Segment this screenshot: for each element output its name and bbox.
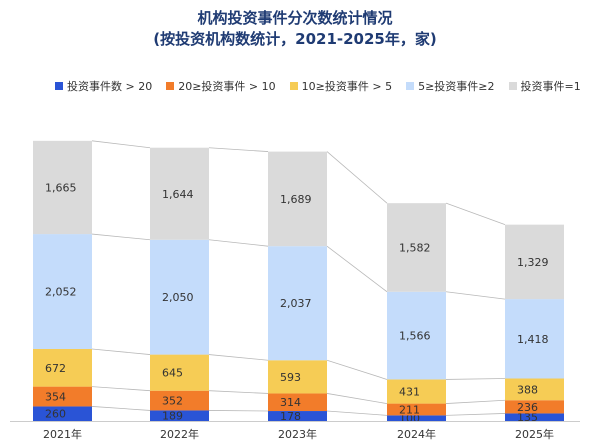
legend-item: 20≥投资事件 > 10: [166, 77, 276, 95]
connector-line: [208, 147, 269, 152]
bar-segment: [33, 386, 92, 407]
connector-line: [91, 348, 151, 355]
x-tick-label: 2021年: [43, 427, 82, 440]
connector-line: [326, 359, 388, 380]
legend-swatch: [508, 82, 517, 90]
data-label: 236: [517, 401, 538, 414]
data-label: 1,665: [45, 181, 77, 194]
data-label: 1,418: [517, 333, 549, 346]
bar-segment: [150, 390, 209, 411]
legend-label: 20≥投资事件 > 10: [178, 80, 276, 93]
chart-legend: 投资事件数 > 20 20≥投资事件 > 10 10≥投资事件 > 5 5≥投资事件≥…: [55, 77, 581, 95]
bar-segment: [387, 415, 446, 421]
bar-segment: [505, 378, 564, 401]
data-label: 178: [280, 410, 301, 423]
legend-swatch: [55, 82, 63, 90]
data-label: 2,050: [162, 291, 194, 304]
bar-segment: [505, 299, 564, 379]
connector-line: [445, 378, 506, 380]
data-label: 388: [517, 383, 538, 396]
legend-swatch: [289, 82, 298, 90]
bar-segment: [268, 393, 327, 412]
bar-segment: [387, 291, 446, 380]
legend-swatch: [406, 82, 415, 90]
connector-line: [91, 386, 151, 392]
legend-label: 投资事件数 > 20: [67, 80, 153, 93]
connector-line: [91, 233, 151, 241]
connector-line: [445, 291, 506, 300]
legend-item: 投资事件=1: [508, 77, 581, 95]
connector-line: [326, 151, 388, 204]
bar-segment: [150, 410, 209, 421]
bar-segment: [387, 403, 446, 416]
connector-line: [326, 245, 388, 293]
bar-segment: [268, 246, 327, 361]
legend-item: 10≥投资事件 > 5: [289, 77, 393, 95]
chart-subtitle: (按投资机构数统计，2021-2025年，家): [153, 30, 437, 48]
data-label: 672: [45, 362, 66, 375]
bar-segment: [150, 354, 209, 391]
data-label: 431: [399, 386, 420, 399]
connector-line: [326, 410, 388, 416]
data-label: 352: [162, 395, 183, 408]
data-label: 645: [162, 367, 183, 380]
bar-segment: [505, 413, 564, 421]
bar-segment: [387, 379, 446, 404]
connector-line: [91, 406, 151, 411]
bar-segment: [268, 151, 327, 247]
legend-label: 10≥投资事件 > 5: [301, 80, 393, 93]
bar-segment: [268, 411, 327, 421]
legend-swatch: [166, 82, 175, 90]
bar-segment: [505, 400, 564, 414]
data-label: 135: [517, 411, 538, 424]
connector-line: [326, 393, 388, 404]
data-label: 1,582: [399, 241, 431, 254]
legend-item: 5≥投资事件≥2: [406, 77, 495, 95]
bar-segment: [33, 406, 92, 421]
connector-line: [208, 390, 269, 394]
connector-line: [91, 140, 151, 149]
bar-segment: [387, 203, 446, 292]
bar-segment: [33, 140, 92, 235]
data-label: 1,689: [280, 193, 312, 206]
data-label: 260: [45, 408, 66, 421]
connector-line: [445, 202, 506, 226]
data-label: 593: [280, 371, 301, 384]
data-label: 1,329: [517, 256, 549, 269]
data-label: 354: [45, 391, 66, 404]
legend-label: 5≥投资事件≥2: [418, 80, 495, 93]
bar-segment: [505, 224, 564, 300]
x-tick-label: 2023年: [278, 427, 317, 440]
data-label: 1,644: [162, 188, 194, 201]
data-label: 2,037: [280, 297, 312, 310]
connector-line: [208, 354, 269, 361]
connector-line: [208, 239, 269, 247]
data-label: 189: [162, 410, 183, 423]
x-tick-label: 2025年: [515, 427, 554, 440]
x-tick-label: 2022年: [160, 427, 199, 440]
connector-line: [208, 410, 269, 412]
data-label: 314: [280, 396, 301, 409]
connector-line: [445, 413, 506, 416]
data-label: 1,566: [399, 330, 431, 343]
x-tick-label: 2024年: [397, 427, 436, 440]
data-label: 211: [399, 403, 420, 416]
bar-segment: [150, 147, 209, 240]
legend-label: 投资事件=1: [520, 80, 581, 93]
chart-title: 机构投资事件分次数统计情况: [197, 9, 393, 27]
connector-line: [445, 399, 506, 404]
data-label: 2,052: [45, 286, 77, 299]
bar-segment: [268, 360, 327, 394]
bar-segment: [150, 239, 209, 355]
bar-segment: [33, 234, 92, 349]
legend-item: 投资事件数 > 20: [55, 77, 152, 95]
bar-segment: [33, 348, 92, 387]
